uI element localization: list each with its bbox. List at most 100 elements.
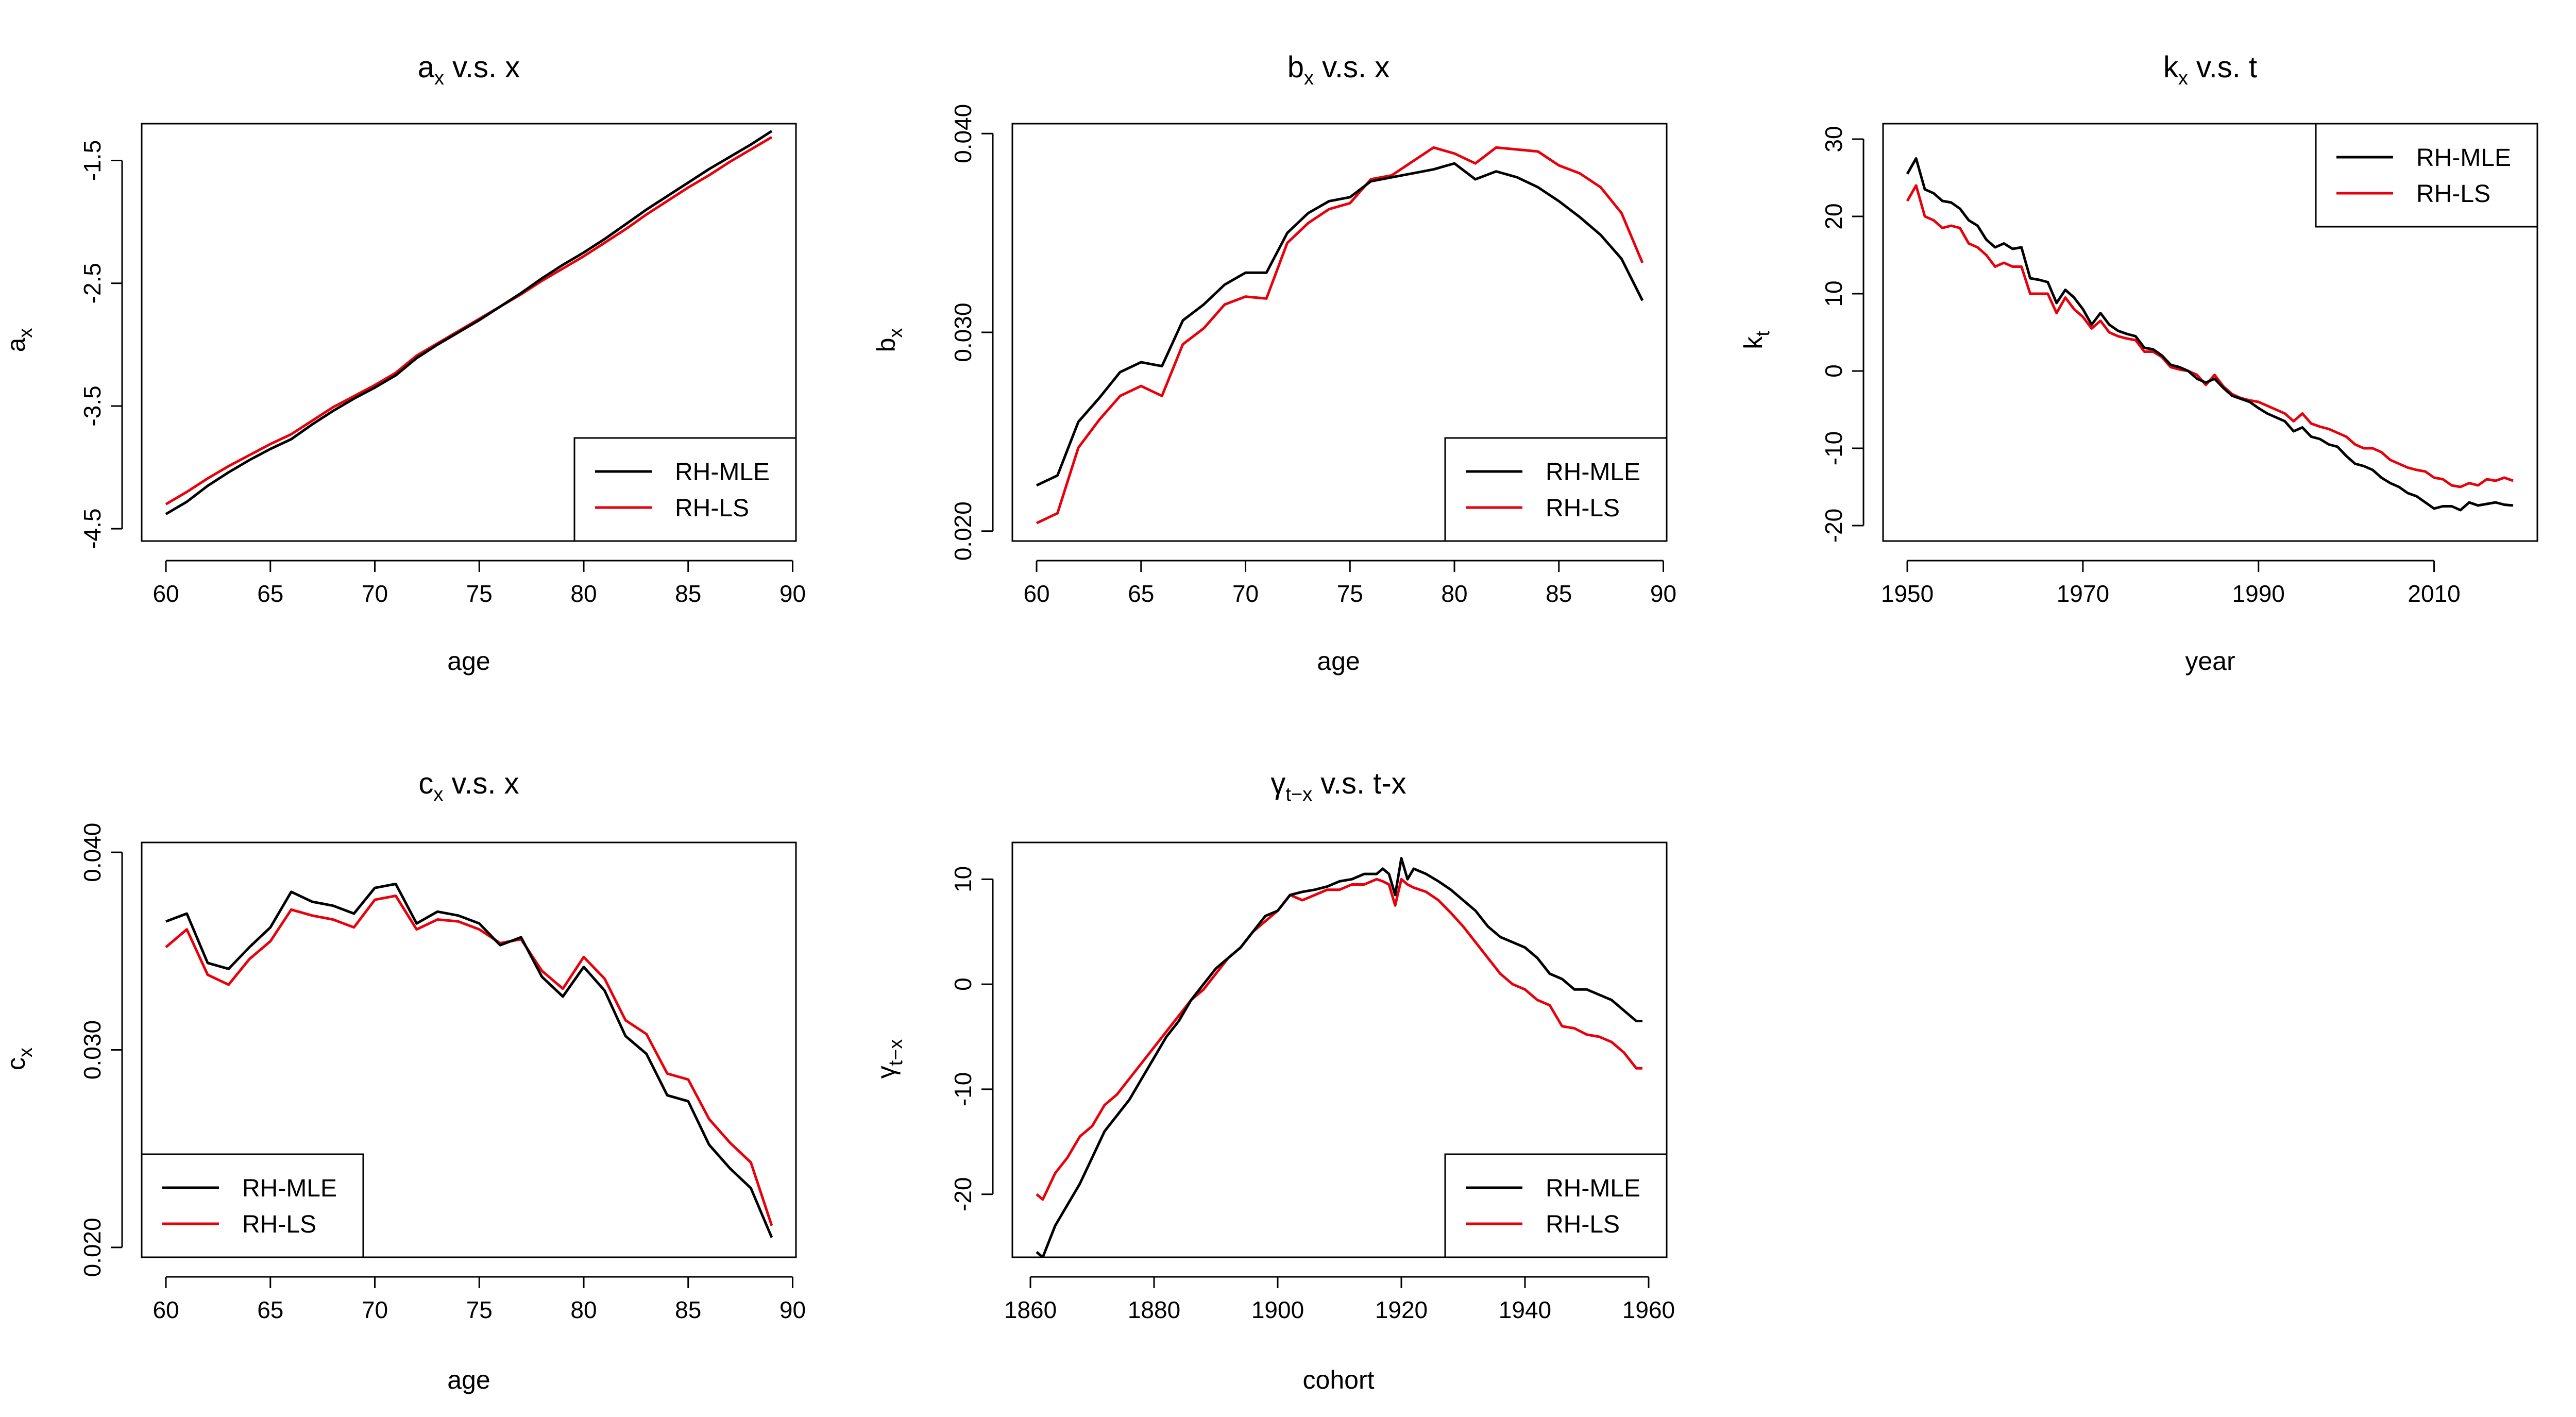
legend-gamma: RH-MLE RH-LS — [1444, 1153, 1668, 1258]
series-line-rh-ls-kt — [1906, 184, 2514, 488]
x-tick-label-cx: 85 — [675, 1296, 701, 1323]
panel-kt: kx v.s. t year kt 1950 1970 1990 2010-20-10… — [1739, 50, 2538, 676]
legend-box — [573, 437, 797, 542]
x-tick-label-gamma: 1920 — [1375, 1296, 1428, 1323]
y-tick-label-ax: -4.5 — [79, 509, 106, 549]
x-tick-label-kt: 1990 — [2232, 580, 2285, 607]
series-group-gamma — [1036, 857, 1642, 1257]
legend-label-rh-ls: RH-LS — [1546, 495, 1620, 522]
x-tick-label-bx: 85 — [1546, 580, 1572, 607]
y-tick-label-kt: -10 — [1820, 431, 1847, 465]
legend-label-rh-ls: RH-LS — [2416, 180, 2490, 208]
legend-label-rh-mle: RH-MLE — [2416, 144, 2511, 172]
y-axis-label-gamma: γt−x — [872, 1039, 907, 1079]
y-axis-label-kt: kt — [1739, 331, 1774, 349]
y-tick-label-kt: 20 — [1820, 203, 1847, 229]
series-line-rh-mle-kt — [1906, 157, 2514, 512]
y-tick-label-gamma: 10 — [950, 866, 976, 892]
panel-ax: ax v.s. x age ax 60 65 70 75 80 85 90 -4.5 -3.5 -… — [2, 50, 806, 676]
legend-label-rh-ls: RH-LS — [675, 495, 749, 522]
y-tick-label-ax: -1.5 — [79, 140, 106, 181]
series-group-bx — [1036, 146, 1644, 525]
legend-box — [141, 1153, 364, 1258]
x-tick-label-bx: 80 — [1441, 580, 1467, 607]
panel-title-cx: cx v.s. x — [418, 767, 519, 805]
series-line-rh-ls-bx — [1036, 146, 1644, 525]
legend-kt: RH-MLE RH-LS — [2315, 123, 2538, 228]
legend-label-rh-mle: RH-MLE — [1546, 459, 1640, 486]
plot-frame-gamma — [1011, 841, 1668, 1258]
x-tick-label-ax: 80 — [570, 580, 597, 607]
legend-cx: RH-MLE RH-LS — [141, 1153, 364, 1258]
series-line-rh-ls-cx — [165, 895, 773, 1226]
y-tick-label-bx: 0.020 — [950, 501, 976, 561]
y-tick-label-bx: 0.040 — [950, 104, 976, 163]
series-group-ax — [165, 130, 773, 515]
y-tick-label-cx: 0.030 — [79, 1020, 106, 1079]
legend-box — [2315, 123, 2538, 228]
x-tick-label-bx: 70 — [1232, 580, 1259, 607]
y-tick-label-gamma: 0 — [950, 977, 976, 991]
y-tick-label-kt: 30 — [1820, 126, 1847, 152]
x-tick-label-kt: 2010 — [2408, 580, 2460, 607]
series-line-rh-mle-ax — [165, 130, 773, 515]
x-tick-label-gamma: 1880 — [1128, 1296, 1180, 1323]
x-tick-label-ax: 65 — [257, 580, 283, 607]
x-tick-label-cx: 90 — [779, 1296, 806, 1323]
legend-box — [1444, 437, 1668, 542]
legend-ax: RH-MLE RH-LS — [573, 437, 797, 542]
x-axis-label-gamma: cohort — [1303, 1365, 1375, 1394]
y-tick-label-kt: 10 — [1820, 280, 1847, 307]
series-line-rh-mle-cx — [165, 883, 773, 1238]
x-tick-label-bx: 65 — [1128, 580, 1154, 607]
legend-label-rh-ls: RH-LS — [242, 1211, 316, 1238]
x-tick-label-gamma: 1860 — [1004, 1296, 1057, 1323]
x-tick-label-ax: 85 — [675, 580, 701, 607]
x-tick-label-ax: 60 — [152, 580, 179, 607]
x-tick-label-bx: 75 — [1337, 580, 1363, 607]
x-tick-label-ax: 70 — [362, 580, 388, 607]
y-axis-label-ax: ax — [2, 328, 37, 352]
x-tick-label-cx: 80 — [570, 1296, 597, 1323]
x-tick-label-cx: 60 — [152, 1296, 179, 1323]
y-tick-label-ax: -3.5 — [79, 385, 106, 426]
y-tick-label-ax: -2.5 — [79, 263, 106, 303]
y-tick-label-gamma: -20 — [950, 1177, 976, 1211]
x-tick-label-bx: 60 — [1023, 580, 1049, 607]
legend-bx: RH-MLE RH-LS — [1444, 437, 1668, 542]
series-line-rh-mle-bx — [1036, 162, 1644, 487]
x-tick-label-bx: 90 — [1650, 580, 1676, 607]
y-tick-label-kt: 0 — [1820, 364, 1847, 378]
legend-label-rh-mle: RH-MLE — [675, 459, 770, 486]
legend-label-rh-mle: RH-MLE — [1546, 1175, 1640, 1202]
series-group-cx — [165, 883, 773, 1238]
plot-frame-ax — [141, 123, 797, 542]
y-tick-label-bx: 0.030 — [950, 302, 976, 362]
x-tick-label-cx: 75 — [466, 1296, 493, 1323]
y-axis-label-bx: bx — [872, 328, 907, 352]
legend-label-rh-mle: RH-MLE — [242, 1175, 337, 1202]
plot-frame-cx — [141, 841, 797, 1258]
x-tick-label-kt: 1970 — [2057, 580, 2109, 607]
legend-label-rh-ls: RH-LS — [1546, 1211, 1620, 1238]
panel-gamma: γt−x v.s. t-x cohort γt−x 1860 1880 1900 19… — [872, 767, 1675, 1394]
x-tick-label-ax: 75 — [466, 580, 493, 607]
series-line-rh-ls-gamma — [1036, 878, 1642, 1201]
x-axis-label-ax: age — [447, 647, 490, 676]
x-tick-label-ax: 90 — [779, 580, 806, 607]
y-tick-label-gamma: -10 — [950, 1072, 976, 1106]
panel-title-gamma: γt−x v.s. t-x — [1270, 767, 1406, 805]
x-tick-label-gamma: 1900 — [1251, 1296, 1304, 1323]
x-tick-label-kt: 1950 — [1881, 580, 1934, 607]
x-axis-label-kt: year — [2185, 647, 2235, 676]
x-tick-label-cx: 65 — [257, 1296, 283, 1323]
panel-bx: bx v.s. x age bx 60 65 70 75 80 85 90 0.020 0.03… — [872, 50, 1676, 676]
x-axis-label-cx: age — [447, 1365, 490, 1394]
y-tick-label-kt: -20 — [1820, 509, 1847, 543]
panel-title-bx: bx v.s. x — [1287, 50, 1389, 89]
x-tick-label-gamma: 1960 — [1622, 1296, 1675, 1323]
x-axis-label-bx: age — [1317, 647, 1360, 676]
plot-frame-bx — [1011, 123, 1668, 542]
panel-title-ax: ax v.s. x — [418, 50, 520, 89]
